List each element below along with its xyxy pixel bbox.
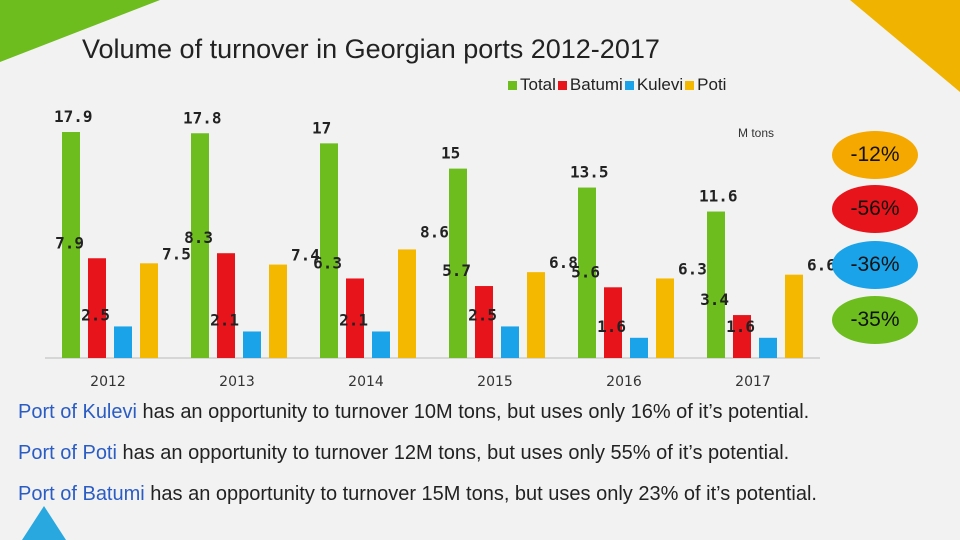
data-label-kulevi-2016: 1.6 — [597, 317, 626, 336]
bar-poti-2014 — [398, 249, 416, 358]
bar-poti-2017 — [785, 274, 803, 358]
legend-swatch-kulevi — [624, 80, 634, 90]
data-label-total-2014: 17 — [312, 118, 331, 137]
data-label-batumi-2013: 8.3 — [184, 228, 213, 247]
legend-label-kulevi: Kulevi — [636, 75, 684, 94]
bar-batumi-2014 — [346, 278, 364, 358]
note-port-kulevi: Port of Kulevi — [18, 401, 137, 423]
bar-kulevi-2012 — [114, 326, 132, 358]
data-label-poti-2012: 7.5 — [162, 244, 191, 263]
slide-title: Volume of turnover in Georgian ports 201… — [82, 34, 660, 64]
data-label-batumi-2016: 5.6 — [571, 262, 600, 281]
bar-batumi-2013 — [217, 253, 235, 358]
legend-label-poti: Poti — [697, 75, 727, 94]
chart-legend: Total Batumi Kulevi Poti — [508, 75, 726, 95]
badge-kulevi-change: -36% — [832, 241, 918, 289]
data-label-kulevi-2017: 1.6 — [726, 317, 755, 336]
bar-kulevi-2013 — [243, 331, 261, 358]
bar-kulevi-2014 — [372, 331, 390, 358]
legend-swatch-batumi — [557, 80, 567, 90]
data-label-kulevi-2014: 2.1 — [339, 310, 368, 329]
data-label-poti-2016: 6.3 — [678, 259, 707, 278]
data-label-total-2015: 15 — [441, 144, 460, 163]
legend-swatch-total — [508, 80, 517, 90]
note-text-poti: has an opportunity to turnover 12M tons,… — [116, 442, 790, 464]
bar-total-2017 — [707, 211, 725, 358]
notes-section: Port of Kulevi has an opportunity to tur… — [18, 402, 918, 525]
corner-decoration-blue — [22, 506, 66, 540]
data-label-batumi-2017: 3.4 — [700, 290, 729, 309]
note-port-batumi: Port of Batumi — [18, 483, 145, 505]
data-label-poti-2014: 8.6 — [420, 222, 449, 241]
badge-batumi-change: -56% — [832, 185, 918, 233]
note-text-kulevi: has an opportunity to turnover 10M tons,… — [136, 401, 810, 423]
legend-item-kulevi: Kulevi — [624, 75, 684, 95]
data-label-total-2012: 17.9 — [54, 107, 93, 126]
bar-total-2012 — [62, 132, 80, 358]
data-label-total-2017: 11.6 — [699, 187, 738, 206]
bar-total-2014 — [320, 143, 338, 358]
corner-decoration-green — [0, 0, 160, 62]
bar-total-2015 — [449, 168, 467, 358]
note-batumi: Port of Batumi has an opportunity to tur… — [18, 484, 918, 525]
data-label-batumi-2014: 6.3 — [313, 253, 342, 272]
bar-batumi-2015 — [475, 286, 493, 358]
data-label-kulevi-2013: 2.1 — [210, 310, 239, 329]
data-label-total-2013: 17.8 — [183, 108, 222, 127]
bar-kulevi-2016 — [630, 337, 648, 358]
bar-poti-2016 — [656, 278, 674, 358]
x-tick-label-2016: 2016 — [606, 374, 642, 390]
bar-poti-2013 — [269, 264, 287, 358]
bar-batumi-2017 — [733, 315, 751, 358]
data-label-kulevi-2015: 2.5 — [468, 305, 497, 324]
legend-swatch-poti — [685, 80, 695, 90]
x-tick-label-2012: 2012 — [90, 374, 126, 390]
legend-label-batumi: Batumi — [569, 75, 623, 94]
data-label-batumi-2015: 5.7 — [442, 261, 471, 280]
note-poti: Port of Poti has an opportunity to turno… — [18, 443, 918, 484]
bar-poti-2015 — [527, 272, 545, 358]
corner-decoration-yellow — [850, 0, 960, 92]
badge-poti-change: -35% — [832, 296, 918, 344]
note-kulevi: Port of Kulevi has an opportunity to tur… — [18, 402, 918, 443]
note-port-poti: Port of Poti — [18, 442, 117, 464]
data-label-batumi-2012: 7.9 — [55, 233, 84, 252]
bar-poti-2012 — [140, 263, 158, 358]
x-tick-label-2014: 2014 — [348, 374, 384, 390]
data-label-kulevi-2012: 2.5 — [81, 305, 110, 324]
bar-total-2013 — [191, 133, 209, 358]
bar-batumi-2016 — [604, 287, 622, 358]
bar-batumi-2012 — [88, 258, 106, 358]
legend-item-total: Total — [508, 75, 556, 95]
unit-label: M tons — [738, 126, 775, 140]
legend-item-poti: Poti — [685, 75, 726, 95]
x-tick-label-2015: 2015 — [477, 374, 513, 390]
badge-total-change: -12% — [832, 131, 918, 179]
bar-kulevi-2015 — [501, 326, 519, 358]
note-text-batumi: has an opportunity to turnover 15M tons,… — [144, 483, 817, 505]
legend-label-total: Total — [520, 75, 556, 94]
bar-kulevi-2017 — [759, 337, 777, 358]
x-tick-label-2017: 2017 — [735, 374, 771, 390]
x-tick-label-2013: 2013 — [219, 374, 255, 390]
bar-total-2016 — [578, 187, 596, 358]
data-label-poti-2013: 7.4 — [291, 246, 320, 265]
data-label-poti-2017: 6.6 — [807, 256, 836, 275]
legend-item-batumi: Batumi — [557, 75, 623, 95]
data-label-poti-2015: 6.8 — [549, 253, 578, 272]
data-label-total-2016: 13.5 — [570, 163, 609, 182]
